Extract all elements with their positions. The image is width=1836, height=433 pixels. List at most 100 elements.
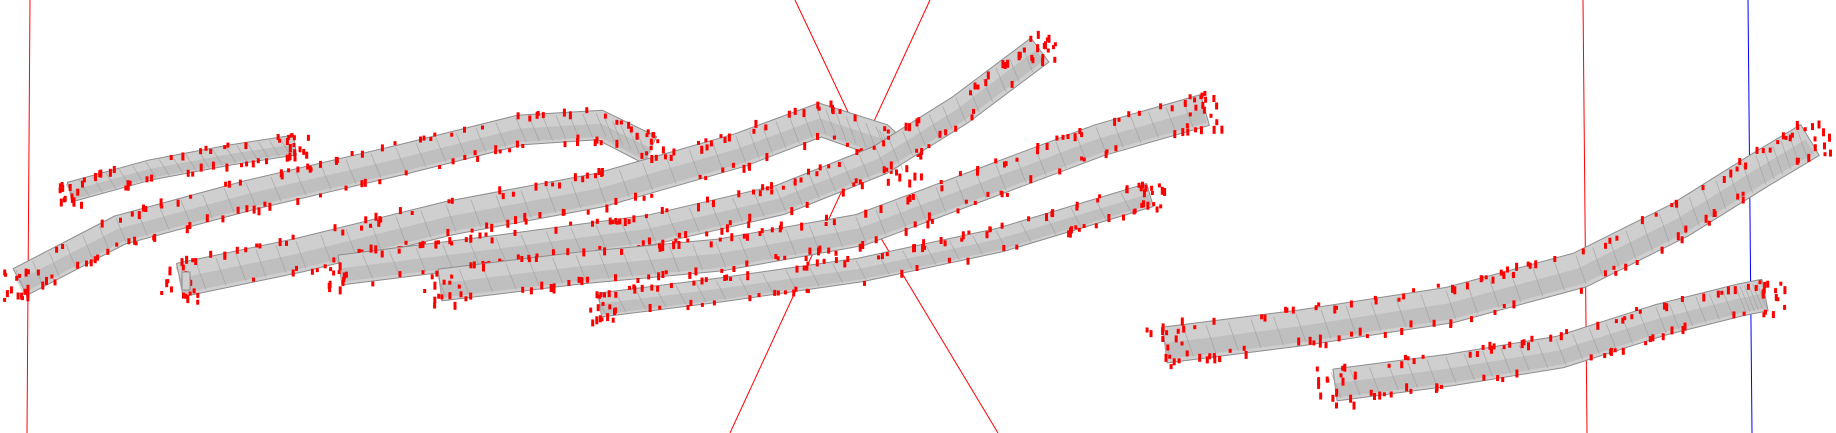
red-marker	[672, 149, 675, 156]
red-marker	[1501, 377, 1504, 382]
red-marker	[1823, 142, 1826, 149]
red-marker	[875, 236, 878, 243]
red-marker	[759, 190, 762, 196]
red-marker	[1212, 95, 1215, 102]
red-marker	[800, 178, 803, 183]
red-marker	[506, 220, 509, 228]
red-marker	[1331, 395, 1334, 402]
red-marker	[225, 164, 228, 172]
red-marker	[1705, 215, 1708, 223]
red-marker	[580, 277, 583, 285]
red-marker	[1156, 207, 1159, 213]
red-marker	[770, 182, 773, 189]
red-marker	[1166, 345, 1169, 351]
red-marker	[994, 158, 997, 163]
red-marker	[54, 279, 57, 285]
red-marker	[1412, 288, 1415, 292]
red-marker	[825, 215, 828, 221]
red-marker	[1107, 214, 1110, 222]
red-marker	[1315, 305, 1318, 310]
red-marker	[649, 304, 652, 312]
red-marker	[939, 131, 942, 138]
red-marker	[1398, 298, 1401, 302]
red-marker	[1744, 163, 1747, 170]
red-marker	[1080, 157, 1083, 161]
red-marker	[723, 275, 726, 281]
red-marker	[1582, 248, 1585, 254]
red-marker	[224, 182, 227, 187]
red-marker	[796, 266, 799, 273]
red-marker	[268, 203, 271, 211]
red-marker	[1144, 185, 1147, 192]
red-marker	[661, 244, 664, 251]
red-marker	[450, 242, 453, 246]
red-marker	[1492, 277, 1495, 284]
red-marker	[1782, 132, 1785, 139]
red-marker	[645, 151, 648, 155]
red-marker	[551, 182, 554, 186]
red-marker	[1284, 307, 1287, 313]
red-marker	[115, 243, 118, 247]
red-marker	[1173, 358, 1176, 365]
red-marker	[1614, 348, 1617, 352]
red-marker	[1738, 158, 1741, 165]
red-marker	[670, 155, 673, 161]
red-marker	[815, 171, 818, 176]
red-marker	[1138, 183, 1141, 188]
red-marker	[1184, 100, 1187, 107]
red-marker	[984, 79, 987, 86]
red-marker	[1215, 103, 1218, 110]
red-marker	[657, 272, 660, 280]
red-marker	[443, 280, 446, 285]
red-marker	[1350, 332, 1353, 337]
red-marker	[599, 315, 602, 322]
red-marker	[661, 240, 664, 245]
red-marker	[1490, 346, 1493, 354]
red-marker	[614, 308, 617, 314]
red-marker	[855, 149, 858, 155]
red-marker	[3, 298, 6, 302]
red-marker	[464, 296, 467, 301]
red-marker	[1512, 272, 1515, 278]
red-marker	[624, 218, 627, 226]
red-marker	[807, 169, 810, 175]
red-marker	[538, 212, 541, 218]
red-marker	[422, 270, 425, 274]
red-marker	[1027, 216, 1030, 221]
red-marker	[45, 277, 48, 285]
red-marker	[618, 218, 621, 224]
red-marker	[131, 212, 134, 217]
red-marker	[498, 186, 501, 194]
red-marker	[535, 183, 538, 191]
red-marker	[940, 237, 943, 244]
red-marker	[160, 291, 163, 295]
red-marker	[705, 277, 708, 282]
red-marker	[1163, 188, 1166, 196]
red-marker	[60, 199, 63, 207]
red-marker	[398, 249, 401, 254]
red-marker	[803, 266, 806, 271]
red-marker	[1067, 230, 1070, 237]
red-marker	[1407, 356, 1410, 360]
red-marker	[150, 175, 153, 182]
red-marker	[142, 205, 145, 212]
red-marker	[287, 155, 290, 161]
red-marker	[209, 149, 212, 154]
red-marker	[816, 133, 819, 140]
red-marker	[720, 269, 723, 273]
red-marker	[1198, 354, 1201, 362]
red-marker	[745, 261, 748, 267]
red-marker	[636, 133, 639, 139]
red-marker	[817, 247, 820, 255]
red-marker	[1494, 310, 1497, 315]
red-marker	[3, 270, 6, 276]
red-marker	[656, 286, 659, 292]
red-marker	[1006, 193, 1009, 197]
red-marker	[1133, 210, 1136, 215]
red-marker	[1651, 334, 1654, 341]
red-marker	[514, 230, 517, 236]
red-marker	[1549, 335, 1552, 342]
red-marker	[520, 256, 523, 262]
red-marker	[1127, 111, 1130, 117]
